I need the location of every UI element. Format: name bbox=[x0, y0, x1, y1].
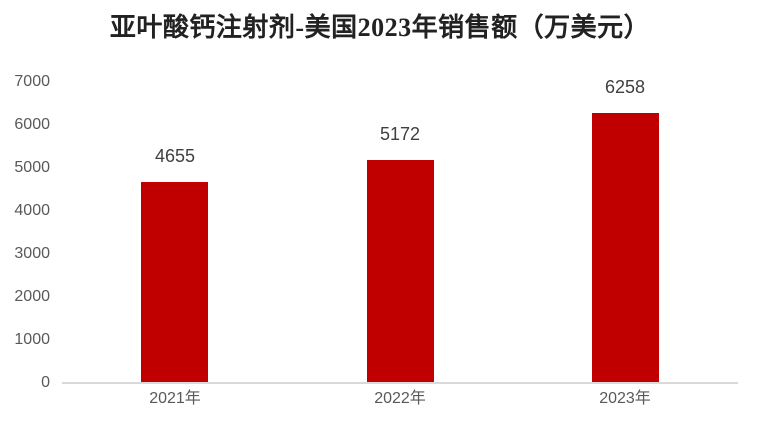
bar bbox=[141, 182, 208, 382]
y-axis-tick-label: 6000 bbox=[14, 116, 50, 133]
y-axis-tick-label: 0 bbox=[41, 374, 50, 391]
y-axis-tick-label: 3000 bbox=[14, 245, 50, 262]
x-axis-tick-label: 2023年 bbox=[599, 390, 651, 407]
x-axis-line bbox=[62, 382, 738, 384]
bar bbox=[367, 160, 434, 382]
bar bbox=[592, 113, 659, 382]
bar-value-label: 4655 bbox=[154, 146, 196, 166]
x-axis-tick-label: 2022年 bbox=[374, 390, 426, 407]
y-axis-tick-label: 5000 bbox=[14, 159, 50, 176]
y-axis-tick-label: 4000 bbox=[14, 202, 50, 219]
y-axis-tick-label: 1000 bbox=[14, 331, 50, 348]
bar-value-label: 5172 bbox=[379, 124, 421, 144]
chart-title: 亚叶酸钙注射剂-美国2023年销售额（万美元） bbox=[109, 13, 651, 42]
bar-value-label: 6258 bbox=[604, 77, 646, 97]
x-axis-tick-label: 2021年 bbox=[149, 390, 201, 407]
y-axis-tick-label: 7000 bbox=[14, 73, 50, 90]
y-axis-tick-label: 2000 bbox=[14, 288, 50, 305]
